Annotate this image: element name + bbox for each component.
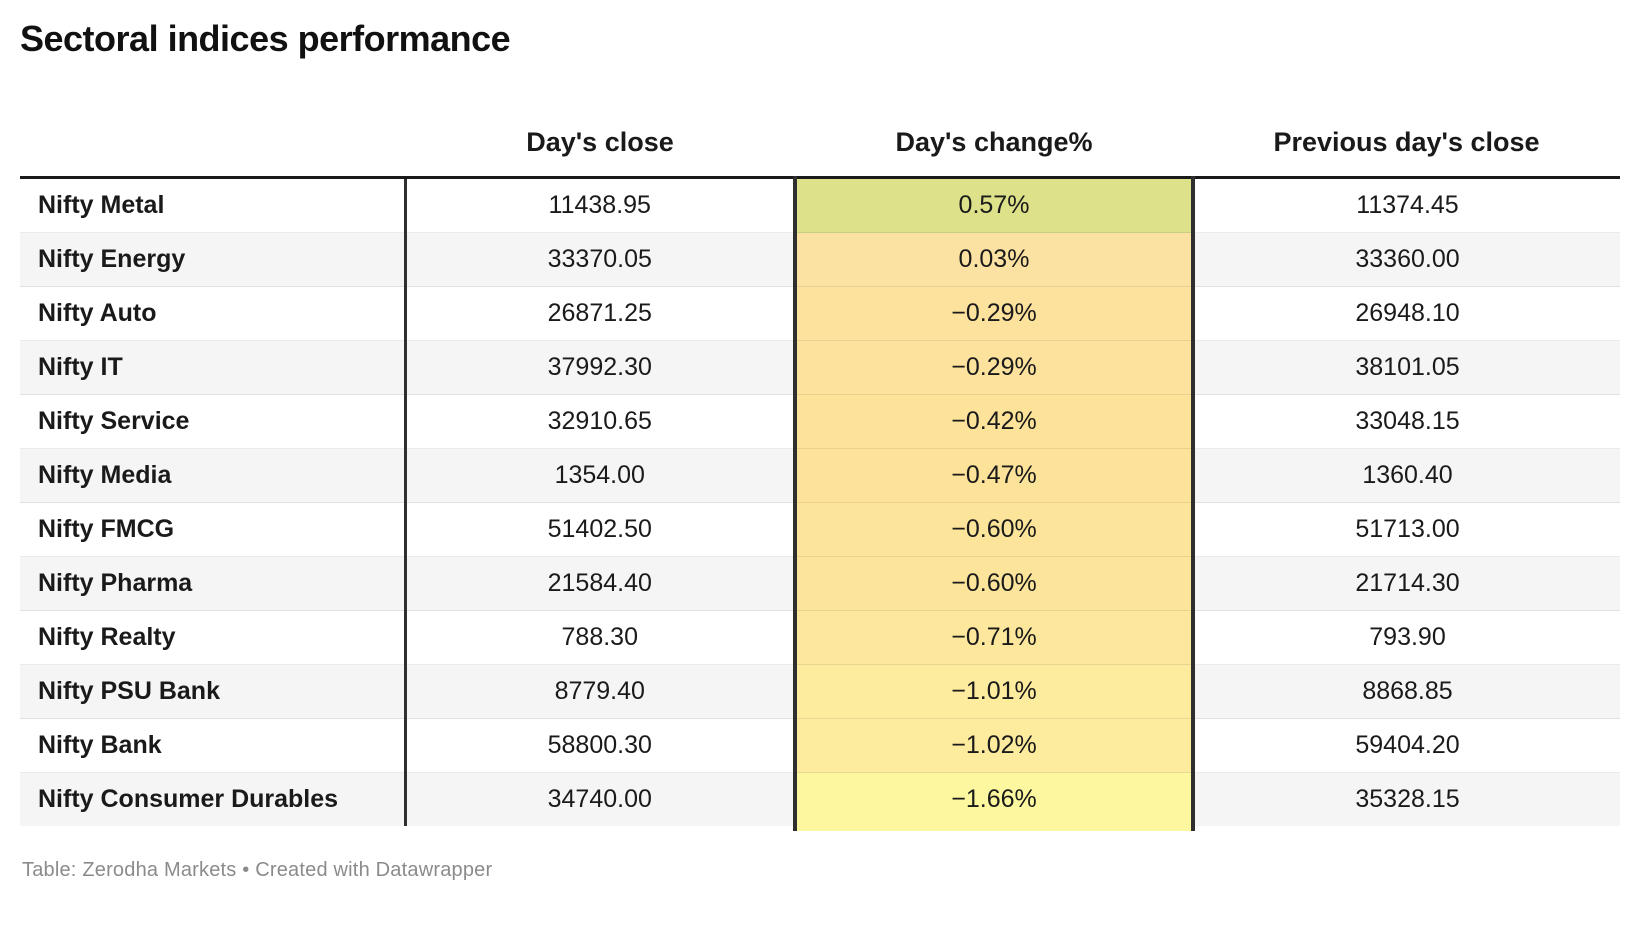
previous-close-cell: 793.90 — [1193, 610, 1620, 665]
previous-close-cell: 38101.05 — [1193, 340, 1620, 395]
datawrapper-table-page: Sectoral indices performance Day's close… — [0, 16, 1636, 930]
sectoral-indices-table: Day's close Day's change% Previous day's… — [20, 127, 1620, 831]
previous-close-cell: 59404.20 — [1193, 718, 1620, 773]
days-change-cell: −0.60% — [793, 502, 1195, 557]
days-close-cell: 58800.30 — [403, 718, 795, 773]
table-body: Nifty Metal 11438.95 0.57% 11374.45 Nift… — [20, 177, 1620, 831]
previous-close-cell: 8868.85 — [1193, 664, 1620, 719]
previous-close-cell: 21714.30 — [1193, 556, 1620, 611]
days-close-cell: 32910.65 — [403, 394, 795, 449]
header-days-close: Day's close — [405, 127, 795, 179]
days-change-cell: −1.66% — [793, 772, 1195, 826]
previous-close-cell: 11374.45 — [1193, 177, 1620, 233]
attribution-separator: • Created with — [236, 859, 376, 881]
index-name-cell: Nifty Auto — [20, 286, 405, 341]
days-change-cell: 0.57% — [793, 177, 1195, 233]
source-link[interactable]: Zerodha Markets — [82, 859, 237, 881]
table-attribution: Table: Zerodha Markets • Created with Da… — [22, 859, 1636, 882]
table-row: Nifty PSU Bank 8779.40 −1.01% 8868.85 — [20, 664, 1620, 719]
index-name-cell: Nifty Energy — [20, 232, 405, 287]
previous-close-cell: 35328.15 — [1193, 772, 1620, 826]
days-change-cell: −1.02% — [793, 718, 1195, 773]
table-row: Nifty Realty 788.30 −0.71% 793.90 — [20, 610, 1620, 665]
table-row: Nifty Energy 33370.05 0.03% 33360.00 — [20, 232, 1620, 287]
days-change-cell: −1.01% — [793, 664, 1195, 719]
days-close-cell: 788.30 — [403, 610, 795, 665]
index-name-cell: Nifty Bank — [20, 718, 405, 773]
previous-close-cell: 26948.10 — [1193, 286, 1620, 341]
days-change-cell: −0.60% — [793, 556, 1195, 611]
days-change-cell: −0.29% — [793, 340, 1195, 395]
days-close-cell: 11438.95 — [403, 177, 795, 233]
index-name-cell: Nifty IT — [20, 340, 405, 395]
days-change-cell: 0.03% — [793, 232, 1195, 287]
header-previous-close: Previous day's close — [1193, 127, 1620, 179]
days-close-cell: 21584.40 — [403, 556, 795, 611]
index-name-cell: Nifty FMCG — [20, 502, 405, 557]
index-name-cell: Nifty Consumer Durables — [20, 772, 405, 826]
previous-close-cell: 1360.40 — [1193, 448, 1620, 503]
days-change-cell: −0.47% — [793, 448, 1195, 503]
days-close-cell: 37992.30 — [403, 340, 795, 395]
days-close-cell: 8779.40 — [403, 664, 795, 719]
previous-close-cell: 33360.00 — [1193, 232, 1620, 287]
days-close-cell: 26871.25 — [403, 286, 795, 341]
heat-column-extension — [20, 826, 1620, 831]
index-name-cell: Nifty Realty — [20, 610, 405, 665]
index-name-cell: Nifty Service — [20, 394, 405, 449]
days-close-cell: 33370.05 — [403, 232, 795, 287]
index-name-cell: Nifty Pharma — [20, 556, 405, 611]
days-change-cell: −0.71% — [793, 610, 1195, 665]
header-row-label — [20, 127, 405, 179]
attribution-prefix: Table: — [22, 859, 83, 881]
table-row: Nifty Service 32910.65 −0.42% 33048.15 — [20, 394, 1620, 449]
index-name-cell: Nifty Metal — [20, 177, 405, 233]
table-row: Nifty IT 37992.30 −0.29% 38101.05 — [20, 340, 1620, 395]
table-row: Nifty Bank 58800.30 −1.02% 59404.20 — [20, 718, 1620, 773]
table-row: Nifty Consumer Durables 34740.00 −1.66% … — [20, 772, 1620, 826]
days-close-cell: 51402.50 — [403, 502, 795, 557]
index-name-cell: Nifty PSU Bank — [20, 664, 405, 719]
table-row: Nifty Metal 11438.95 0.57% 11374.45 — [20, 177, 1620, 233]
days-close-cell: 1354.00 — [403, 448, 795, 503]
previous-close-cell: 33048.15 — [1193, 394, 1620, 449]
table-row: Nifty Media 1354.00 −0.47% 1360.40 — [20, 448, 1620, 503]
days-change-cell: −0.42% — [793, 394, 1195, 449]
previous-close-cell: 51713.00 — [1193, 502, 1620, 557]
table-row: Nifty Auto 26871.25 −0.29% 26948.10 — [20, 286, 1620, 341]
datawrapper-link[interactable]: Datawrapper — [375, 859, 493, 881]
index-name-cell: Nifty Media — [20, 448, 405, 503]
days-change-cell: −0.29% — [793, 286, 1195, 341]
table-header: Day's close Day's change% Previous day's… — [20, 127, 1620, 179]
table-row: Nifty Pharma 21584.40 −0.60% 21714.30 — [20, 556, 1620, 611]
page-title: Sectoral indices performance — [20, 18, 511, 59]
header-days-change: Day's change% — [795, 127, 1193, 179]
table-row: Nifty FMCG 51402.50 −0.60% 51713.00 — [20, 502, 1620, 557]
days-close-cell: 34740.00 — [403, 772, 795, 826]
